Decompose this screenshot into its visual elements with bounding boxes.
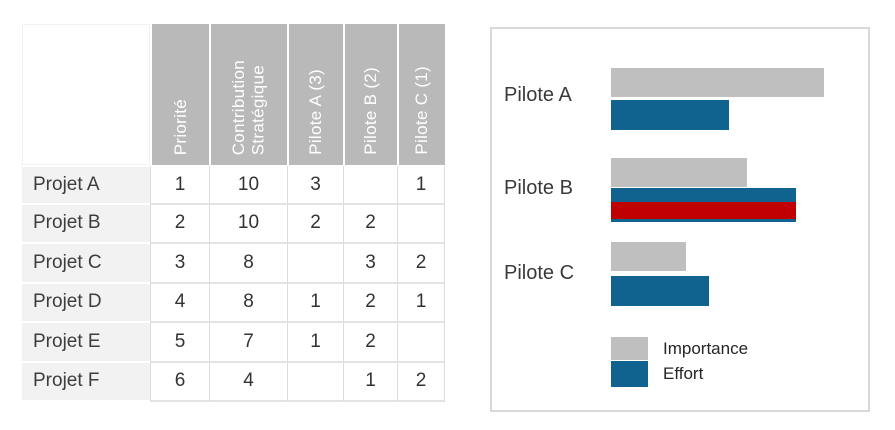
table-cell: 4 — [150, 283, 209, 323]
column-header-label: Pilote B (2) — [361, 67, 381, 155]
table-cell: 1 — [287, 283, 343, 323]
table-cell: 3 — [343, 244, 397, 284]
legend-label: Effort — [663, 364, 704, 383]
column-header-priorite: Priorité — [150, 24, 209, 165]
column-header-label: Priorité — [170, 98, 190, 155]
table-cell: 2 — [287, 204, 343, 244]
row-label-projet-d: Projet D — [22, 283, 150, 323]
table-cell — [287, 362, 343, 402]
table-cell: 10 — [209, 204, 287, 244]
effort-bar-pilote-c — [611, 276, 709, 306]
column-header-contribution-strategique: Contribution Stratégique — [209, 24, 287, 165]
table-cell: 8 — [209, 283, 287, 323]
legend-entry-effort: Effort — [611, 361, 748, 387]
column-header-label: Contribution Stratégique — [229, 59, 268, 155]
table-cell: 3 — [287, 165, 343, 205]
table-cell: 1 — [397, 283, 445, 323]
category-label-pilote-c: Pilote C — [504, 262, 575, 284]
effort-bar-pilote-b — [611, 188, 796, 222]
table-cell: 6 — [150, 362, 209, 402]
effort-bar-pilote-a — [611, 100, 729, 130]
table-cell: 1 — [397, 165, 445, 205]
importance-legend-swatch — [611, 337, 648, 360]
importance-bar-pilote-b — [611, 158, 747, 187]
table-cell — [287, 244, 343, 284]
table-cell: 1 — [287, 323, 343, 363]
table-cell: 8 — [209, 244, 287, 284]
column-header-pilote-a: Pilote A (3) — [287, 24, 343, 165]
overload-band-pilote-b — [611, 202, 796, 219]
effort-legend-swatch — [611, 361, 648, 387]
category-label-pilote-a: Pilote A — [504, 84, 572, 106]
table-cell: 3 — [150, 244, 209, 284]
table-cell: 10 — [209, 165, 287, 205]
column-header-label: Pilote C (1) — [412, 66, 432, 155]
row-label-projet-e: Projet E — [22, 323, 150, 363]
legend-entry-importance: Importance — [611, 337, 748, 360]
table-cell: 7 — [209, 323, 287, 363]
table-cell: 2 — [397, 244, 445, 284]
table-cell: 2 — [343, 283, 397, 323]
table-cell — [397, 323, 445, 363]
row-label-projet-a: Projet A — [22, 165, 150, 205]
table-cell: 2 — [150, 204, 209, 244]
category-label-pilote-b: Pilote B — [504, 177, 573, 199]
table-cell — [397, 204, 445, 244]
row-label-projet-f: Projet F — [22, 362, 150, 402]
column-header-pilote-b: Pilote B (2) — [343, 24, 397, 165]
column-header-label: Pilote A (3) — [306, 69, 326, 155]
row-label-projet-b: Projet B — [22, 204, 150, 244]
importance-bar-pilote-a — [611, 68, 824, 97]
priority-matrix-table: Priorité Contribution Stratégique Pilote… — [22, 24, 445, 402]
workload-bar-chart: Pilote A Pilote B Pilote C Importance Ef… — [490, 27, 870, 412]
row-label-projet-c: Projet C — [22, 244, 150, 284]
legend-label: Importance — [663, 338, 749, 358]
importance-bar-pilote-c — [611, 242, 686, 271]
table-cell: 4 — [209, 362, 287, 402]
table-cell — [343, 165, 397, 205]
chart-legend: Importance Effort — [611, 337, 748, 387]
table-corner-cell — [22, 24, 150, 165]
table-cell: 2 — [343, 323, 397, 363]
table-cell: 5 — [150, 323, 209, 363]
table-cell: 1 — [343, 362, 397, 402]
column-header-pilote-c: Pilote C (1) — [397, 24, 445, 165]
table-cell: 2 — [397, 362, 445, 402]
table-cell: 2 — [343, 204, 397, 244]
table-cell: 1 — [150, 165, 209, 205]
